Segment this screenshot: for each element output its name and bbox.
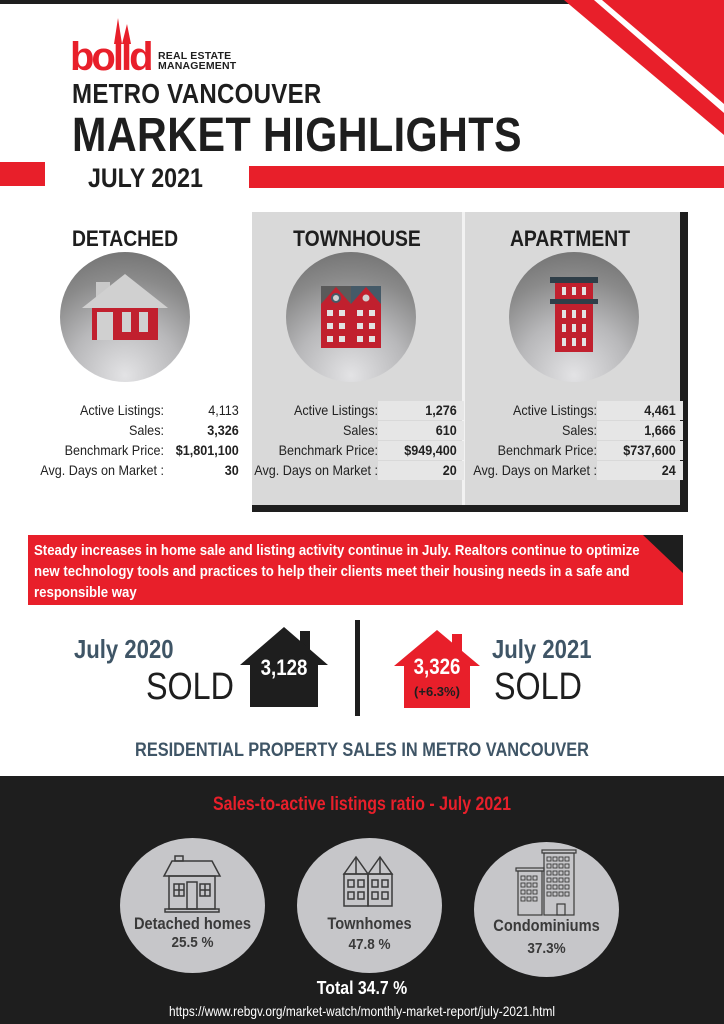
townhome-outline-icon	[342, 855, 394, 907]
corner-decoration	[564, 0, 724, 135]
townhouse-icon	[321, 286, 381, 348]
house-outline-icon	[162, 855, 222, 913]
prev-sales-house: 3,128	[240, 625, 328, 707]
condo-outline-icon	[515, 849, 577, 916]
benchmark-price-label: Benchmark Price:	[278, 442, 378, 458]
card-townhouse: TOWNHOUSE Active Listings: 1,276 Sales: 61…	[252, 212, 464, 508]
active-listings-label: Active Listings:	[293, 402, 378, 418]
prev-sales-value: 3,128	[260, 655, 308, 680]
accent-bar-left	[0, 162, 45, 186]
summary-text: Steady increases in home sale and listin…	[34, 542, 640, 601]
active-listings-value: 4,113	[208, 402, 239, 418]
avg-days-value: 30	[224, 462, 239, 478]
company-logo: bolld REAL ESTATE MANAGEMENT	[70, 14, 236, 74]
banner-corner-decoration	[643, 535, 683, 573]
ratio-townhomes: Townhomes 47.8 %	[297, 838, 442, 973]
cards-divider	[462, 212, 465, 508]
benchmark-price-value: $737,600	[623, 442, 676, 458]
active-listings-value: 1,276	[425, 402, 457, 418]
sales-caption: RESIDENTIAL PROPERTY SALES IN METRO VANC…	[135, 740, 589, 761]
card-title: APARTMENT	[509, 226, 631, 251]
benchmark-price-value: $1,801,100	[175, 442, 239, 458]
sales-value: 610	[435, 422, 457, 438]
avg-days-value: 20	[442, 462, 457, 478]
ratio-title: Sales-to-active listings ratio - July 20…	[212, 794, 512, 815]
ratio-detached: Detached homes 25.5 %	[120, 838, 265, 973]
card-stats: Active Listings: 4,113 Sales: 3,326 Benchm…	[16, 400, 246, 480]
sales-value: 1,666	[644, 422, 676, 438]
summary-banner: Steady increases in home sale and listin…	[28, 535, 683, 605]
ratio-name: Condominiums	[493, 916, 600, 935]
benchmark-price-value: $949,400	[404, 442, 457, 458]
prev-year-label: July 2020	[74, 634, 174, 664]
sales-label: Sales:	[561, 422, 597, 438]
apartment-icon	[550, 277, 598, 352]
card-stats: Active Listings: 4,461 Sales: 1,666 Benchm…	[449, 400, 683, 480]
card-icon-circle	[60, 252, 190, 382]
logo-sub-line1: REAL ESTATE	[158, 50, 232, 62]
curr-sales-house: 3,326 (+6.3%)	[394, 630, 480, 708]
accent-bar-right	[249, 166, 724, 188]
benchmark-price-label: Benchmark Price:	[64, 442, 164, 458]
source-link[interactable]: https://www.rebgv.org/market-watch/month…	[168, 1003, 556, 1019]
avg-days-value: 24	[661, 462, 676, 478]
card-apartment: APARTMENT Active Listings: 4,461 Sales: 1,…	[465, 212, 683, 508]
ratio-value: 25.5 %	[171, 934, 214, 951]
ratio-value: 37.3%	[527, 940, 566, 957]
house-silhouette-icon	[394, 630, 480, 708]
house-silhouette-icon	[240, 627, 328, 707]
logo-sub-line2: MANAGEMENT	[158, 60, 237, 72]
page-title: MARKET HIGHLIGHTS	[72, 109, 522, 162]
curr-sold-label: SOLD	[494, 666, 582, 708]
comparison-divider	[355, 620, 360, 716]
house-icon	[82, 274, 168, 340]
logo-subtitle: REAL ESTATE MANAGEMENT	[158, 50, 237, 72]
sales-change-percent: (+6.3%)	[414, 684, 460, 699]
top-border	[0, 0, 572, 4]
avg-days-label: Avg. Days on Market :	[254, 462, 378, 478]
card-stats: Active Listings: 1,276 Sales: 610 Benchmar…	[230, 400, 464, 480]
active-listings-value: 4,461	[644, 402, 676, 418]
active-listings-label: Active Listings:	[79, 402, 164, 418]
sales-label: Sales:	[342, 422, 378, 438]
sales-label: Sales:	[128, 422, 164, 438]
region-heading: METRO VANCOUVER	[72, 78, 322, 109]
card-title: DETACHED	[71, 226, 179, 251]
ratio-value: 47.8 %	[348, 936, 391, 953]
active-listings-label: Active Listings:	[512, 402, 597, 418]
logo-mark-icon: bolld	[70, 18, 152, 74]
card-icon-circle	[286, 252, 416, 382]
avg-days-label: Avg. Days on Market :	[40, 462, 164, 478]
card-title: TOWNHOUSE	[293, 226, 421, 251]
curr-year-label: July 2021	[492, 634, 592, 664]
sales-value: 3,326	[207, 422, 239, 438]
ratio-name: Townhomes	[327, 914, 412, 933]
ratio-total: Total 34.7 %	[316, 978, 408, 998]
ratio-name: Detached homes	[133, 914, 251, 933]
report-date: JULY 2021	[88, 163, 203, 193]
avg-days-label: Avg. Days on Market :	[473, 462, 597, 478]
svg-text:bolld: bolld	[70, 35, 151, 74]
ratio-condominiums: Condominiums 37.3%	[474, 842, 619, 977]
panel-shadow-right	[680, 212, 688, 512]
prev-sold-label: SOLD	[146, 666, 234, 708]
card-icon-circle	[509, 252, 639, 382]
card-detached: DETACHED Active Listings: 4,113 Sales: 3,3…	[20, 212, 239, 508]
panel-shadow-bottom	[252, 505, 688, 512]
curr-sales-value: 3,326	[413, 654, 461, 679]
benchmark-price-label: Benchmark Price:	[497, 442, 597, 458]
